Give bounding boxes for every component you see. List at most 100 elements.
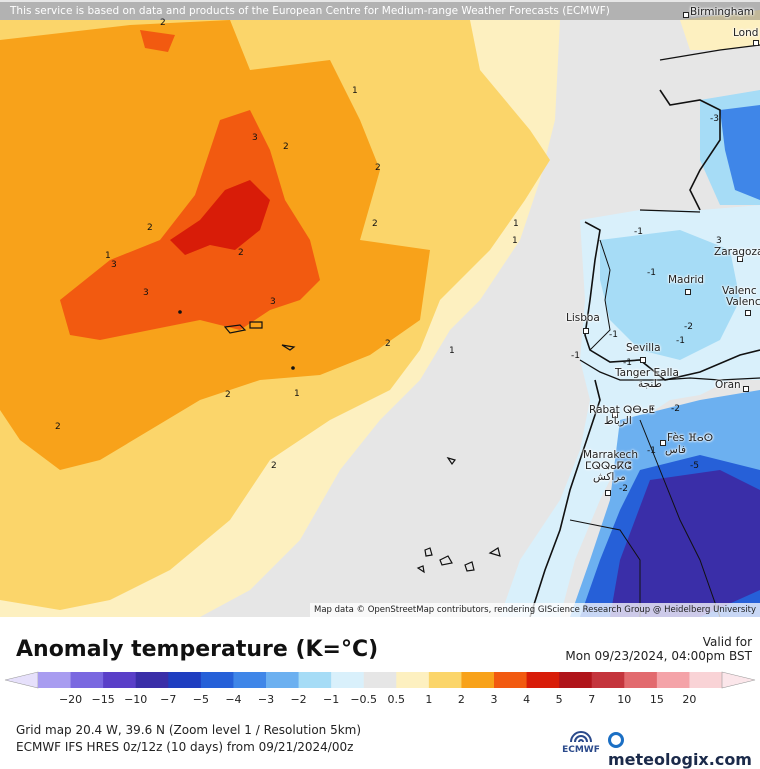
scale-swatch <box>428 672 462 688</box>
city-label-rabat-ar[interactable]: الرباط <box>604 415 632 427</box>
city-label-london[interactable]: Lond <box>733 27 759 39</box>
color-scale: −20 −15 −10 −7 −5 −4 −3 −2 −1 −0.5 0.5 1 2 3 4 5 7 10 15 20 <box>4 671 756 706</box>
scale-swatch <box>233 672 267 688</box>
isoline-label: -1 <box>647 268 656 278</box>
isoline-label: 3 <box>252 133 258 143</box>
city-label-madrid[interactable]: Madrid <box>668 274 705 286</box>
isoline-label: 2 <box>160 18 166 28</box>
scale-swatch <box>363 672 397 688</box>
scale-tick-label: 10 <box>617 693 631 706</box>
scale-swatch <box>461 672 495 688</box>
scale-swatch <box>331 672 365 688</box>
city-label-fes-ar[interactable]: فاس <box>665 444 687 456</box>
ecmwf-icon <box>570 731 592 743</box>
scale-swatch <box>559 672 593 688</box>
isoline-label: 2 <box>375 163 381 173</box>
isoline-label: 2 <box>372 219 378 229</box>
city-marker <box>612 412 618 418</box>
city-marker <box>685 289 691 295</box>
city-marker <box>683 12 689 18</box>
model-info: ECMWF IFS HRES 0z/12z (10 days) from 09/… <box>16 740 354 754</box>
scale-tick-label: 1 <box>425 693 432 706</box>
city-label-zaragoza[interactable]: Zaragoza <box>714 246 760 258</box>
city-marker <box>743 386 749 392</box>
city-marker <box>745 310 751 316</box>
scale-swatch <box>266 672 300 688</box>
map-area[interactable]: This service is based on data and produc… <box>0 0 760 617</box>
isoline-label: -2 <box>619 484 628 494</box>
scale-tick-label: −3 <box>258 693 274 706</box>
city-marker <box>640 357 646 363</box>
isoline-label: -1 <box>647 446 656 456</box>
osm-attribution[interactable]: Map data © OpenStreetMap contributors, r… <box>310 603 760 617</box>
city-label-sevilla[interactable]: Sevilla <box>626 342 661 354</box>
scale-swatch <box>624 672 658 688</box>
isoline-label: 2 <box>55 422 61 432</box>
scale-swatch <box>526 672 560 688</box>
isoline-label: -1 <box>634 227 643 237</box>
city-marker <box>583 328 589 334</box>
scale-tick-label: −10 <box>124 693 147 706</box>
city-label-marrakech-tf[interactable]: ⵎⵕⵕⴰⴽⵛ <box>585 460 632 472</box>
isoline-label: 2 <box>147 223 153 233</box>
isoline-label: -3 <box>710 114 719 124</box>
isoline-label: 1 <box>449 346 455 356</box>
city-marker <box>605 490 611 496</box>
meteologix-logo[interactable]: meteologix.com <box>608 731 760 769</box>
isoline-label: 1 <box>352 86 358 96</box>
scale-swatch <box>200 672 234 688</box>
isoline-label: 2 <box>283 142 289 152</box>
isoline-label: 3 <box>270 297 276 307</box>
valid-label: Valid for <box>702 635 752 649</box>
city-label-tanger-ar[interactable]: طنجة <box>638 378 662 390</box>
scale-tick-label: 0.5 <box>388 693 406 706</box>
isoline-label: 1 <box>105 251 111 261</box>
isoline-label: 3 <box>143 288 149 298</box>
city-label-marrakech-ar[interactable]: مراكش <box>593 471 626 483</box>
scale-tick-label: 7 <box>588 693 595 706</box>
scale-tick-label: −0.5 <box>350 693 377 706</box>
grid-info: Grid map 20.4 W, 39.6 N (Zoom level 1 / … <box>16 723 362 737</box>
isoline-label: 2 <box>225 390 231 400</box>
scale-swatch <box>135 672 169 688</box>
city-label-valencia-2[interactable]: Valenc <box>726 296 760 308</box>
city-marker <box>737 256 743 262</box>
scale-tick-label: −7 <box>160 693 176 706</box>
scale-swatch <box>103 672 137 688</box>
meteologix-icon <box>608 732 624 748</box>
ecmwf-label: ECMWF <box>562 745 600 755</box>
anomaly-field <box>0 0 760 617</box>
scale-swatch <box>168 672 202 688</box>
scale-swatch <box>70 672 104 688</box>
isoline-label: -5 <box>690 461 699 471</box>
city-label-marrakech[interactable]: Marrakech <box>583 449 638 461</box>
isoline-label: 2 <box>238 248 244 258</box>
isoline-label: 3 <box>716 236 722 246</box>
city-label-birmingham[interactable]: Birmingham <box>690 6 755 18</box>
scale-swatch <box>689 672 723 688</box>
scale-tick-label: 15 <box>650 693 664 706</box>
scale-tick-label: 2 <box>458 693 465 706</box>
scale-high-arrow <box>721 671 756 689</box>
city-label-rabat[interactable]: Rabat ⵕⴱⴰⵟ <box>589 404 656 416</box>
scale-tick-label: −15 <box>92 693 115 706</box>
scale-swatch <box>494 672 528 688</box>
city-label-tanger[interactable]: Tanger Ealla <box>615 367 679 379</box>
isoline-label: -1 <box>609 330 618 340</box>
scale-tick-label: 20 <box>682 693 696 706</box>
isoline-label: 3 <box>111 260 117 270</box>
legend-title: Anomaly temperature (K=°C) <box>16 637 379 662</box>
city-label-lisboa[interactable]: Lisboa <box>566 312 600 324</box>
ecmwf-logo[interactable]: ECMWF <box>557 728 605 755</box>
city-label-valencia[interactable]: Valenc <box>722 285 757 297</box>
scale-swatch <box>38 672 72 688</box>
scale-tick-label: 3 <box>491 693 498 706</box>
city-label-oran[interactable]: Oran <box>715 379 741 391</box>
scale-tick-label: 5 <box>556 693 563 706</box>
city-marker <box>660 440 666 446</box>
city-label-fes[interactable]: Fès ⴼⴰⵙ <box>667 432 714 444</box>
ecmwf-attribution: This service is based on data and produc… <box>0 2 760 20</box>
isoline-label: 1 <box>513 219 519 229</box>
isoline-label: -2 <box>684 322 693 332</box>
scale-tick-label: −4 <box>225 693 241 706</box>
